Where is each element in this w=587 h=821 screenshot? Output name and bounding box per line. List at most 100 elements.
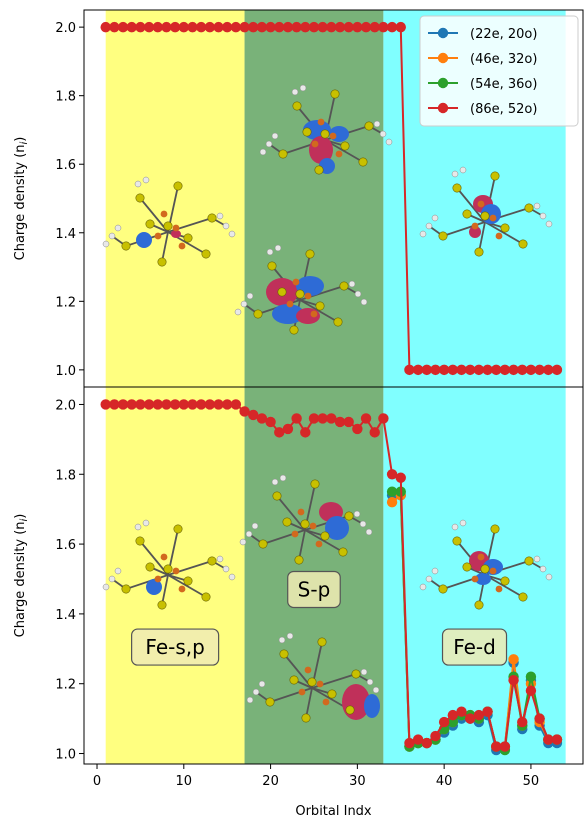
sulfur-atom [315,301,325,311]
sulfur-atom [320,129,330,139]
y-axis-label: Charge density (ni) [13,514,30,638]
iron-atom [297,508,305,516]
bond [298,529,306,561]
iron-atom [471,575,479,583]
hydrogen-atom [251,522,259,530]
data-point [169,399,181,410]
hydrogen-atom [533,202,541,210]
data-point [187,399,198,410]
x-tick-label: 10 [176,774,193,789]
data-point [239,406,250,417]
hydrogen-atom [245,530,253,538]
iron-atom [316,680,324,688]
y-tick-label: 2.0 [55,398,76,413]
data-point [438,716,450,728]
data-point [386,21,398,33]
hydrogen-atom [545,573,553,581]
bond [456,187,486,223]
data-point [482,706,493,717]
iron-atom [178,585,186,593]
data-point [126,21,137,33]
x-tick-label: 40 [436,774,453,789]
data-point [438,364,450,376]
hydrogen-atom [299,84,307,92]
data-point [178,399,189,410]
iron-atom [489,567,497,575]
data-point [360,413,372,424]
hydrogen-atom [419,583,427,591]
data-point [395,21,406,33]
hydrogen-atom [114,567,122,575]
data-point [100,21,111,33]
data-point [265,416,276,428]
legend-marker [437,52,449,64]
data-point [248,409,259,421]
hydrogen-atom [279,474,287,482]
sulfur-atom [294,555,304,565]
y-tick-label: 1.2 [55,295,76,310]
data-point [517,716,528,728]
region-label: S-p [298,577,331,601]
data-point [464,364,476,376]
data-point [360,21,372,33]
sulfur-atom [518,592,528,602]
data-point [195,21,207,33]
data-point [334,416,346,428]
data-point [213,21,224,33]
top-panel: 1.0 1.2 1.4 1.6 1.8 2.0 Charge density (ni) [13,9,584,388]
data-point [412,364,424,376]
bond [305,687,313,719]
data-point [152,399,163,410]
region-label-box [287,570,341,609]
hydrogen-atom [274,244,282,252]
data-point [308,21,320,33]
hydrogen-atom [240,300,248,308]
data-point [378,413,389,424]
hydrogen-atom [102,583,110,591]
orbital-lobe [272,304,304,324]
sulfur-atom [344,511,354,521]
sulfur-atom [121,584,131,594]
sulfur-atom [317,637,327,647]
x-tick-label: 0 [93,774,101,789]
bottom-panel: Fe-s,p S-p Fe-d 1.0 1.2 1.4 1.6 1.8 2.0 Charge de… [13,386,584,765]
hydrogen-atom [354,290,362,298]
data-point [473,709,485,721]
bond [299,299,339,323]
data-point [343,416,354,428]
hydrogen-atom [431,567,439,575]
data-point [482,364,493,376]
y-axis-label: Charge density (ni) [13,137,30,261]
data-point [456,364,467,376]
data-point [308,413,320,424]
hydrogen-atom [360,298,368,306]
sulfur-atom [474,600,484,610]
sulfur-atom [307,677,317,687]
hydrogen-atom [134,180,142,188]
data-point [248,21,259,33]
orbital-lobe [469,226,481,238]
iron-atom [286,300,294,308]
sulfur-atom [135,193,145,203]
y-tick-label: 1.8 [55,90,76,105]
legend-marker [437,27,449,39]
hydrogen-atom [134,523,142,531]
x-tick-label: 20 [262,774,279,789]
data-point [109,399,120,410]
data-point [230,21,242,33]
sulfur-atom [289,325,299,335]
hydrogen-atom [108,575,116,583]
hydrogen-atom [234,308,242,316]
hydrogen-atom [265,140,273,148]
hydrogen-atom [372,686,380,694]
iron-atom [298,688,306,696]
data-point [213,399,224,410]
sulfur-atom [333,317,343,327]
hydrogen-atom [348,280,356,288]
data-point [525,364,537,376]
y-tick-label: 1.0 [55,748,76,763]
hydrogen-atom [108,232,116,240]
data-point [135,21,146,33]
hydrogen-atom [425,222,433,230]
iron-atom [495,585,503,593]
